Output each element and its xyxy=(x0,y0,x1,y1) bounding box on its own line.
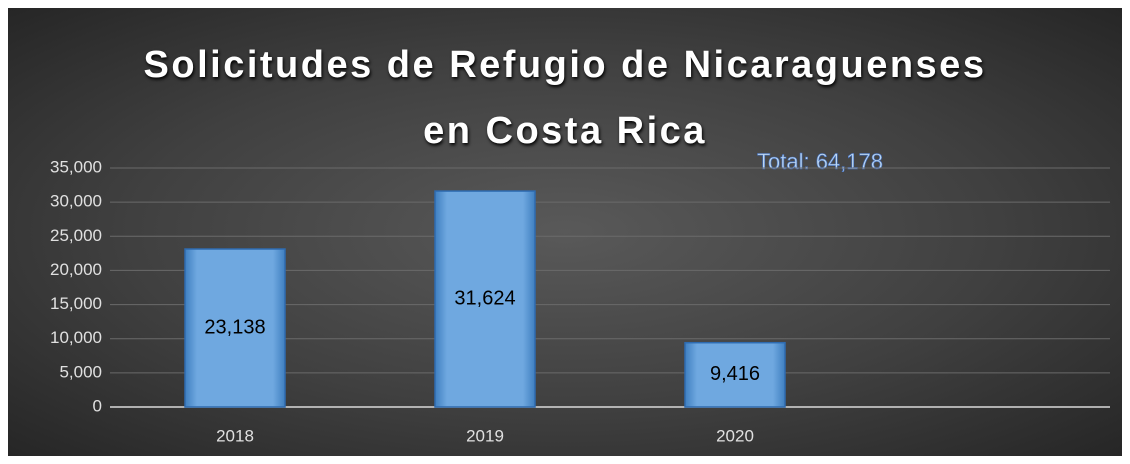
x-tick-label: 2020 xyxy=(716,426,754,445)
y-tick-label: 35,000 xyxy=(50,157,102,176)
y-tick-label: 5,000 xyxy=(59,362,102,381)
bar xyxy=(184,248,286,408)
y-tick-label: 0 xyxy=(93,396,102,415)
data-label: 31,624 xyxy=(454,287,515,309)
y-tick-label: 30,000 xyxy=(50,192,102,211)
x-tick-label: 2019 xyxy=(466,426,504,445)
x-tick-label: 2018 xyxy=(216,426,254,445)
data-label: 23,138 xyxy=(204,316,265,338)
y-tick-label: 15,000 xyxy=(50,294,102,313)
annotation: Total: 64,178 xyxy=(757,149,883,174)
y-tick-label: 25,000 xyxy=(50,226,102,245)
chart-title: Solicitudes de Refugio de Nicaraguenses … xyxy=(143,44,987,152)
bar xyxy=(684,341,786,408)
y-tick-label: 20,000 xyxy=(50,260,102,279)
y-tick-label: 10,000 xyxy=(50,328,102,347)
data-label: 9,416 xyxy=(710,363,760,385)
bar xyxy=(434,190,536,408)
